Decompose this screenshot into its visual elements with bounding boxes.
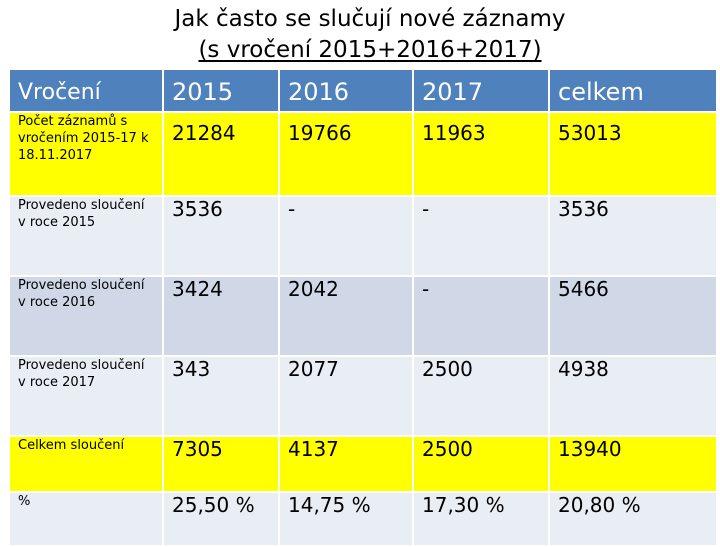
table-cell: 13940 bbox=[548, 435, 718, 493]
table-cell: 7305 bbox=[162, 435, 280, 493]
row-label: % bbox=[8, 491, 164, 547]
row-label: Počet záznamů s vročením 2015-17 k 18.11… bbox=[8, 111, 164, 197]
table-cell: 20,80 % bbox=[548, 491, 718, 547]
header-cell: celkem bbox=[548, 68, 718, 113]
table-row: Počet záznamů s vročením 2015-17 k 18.11… bbox=[8, 111, 718, 197]
table-cell: 4137 bbox=[278, 435, 414, 493]
header-cell: Vročení bbox=[8, 68, 164, 113]
merge-statistics-table: Vročení 2015 2016 2017 celkem Počet zázn… bbox=[8, 68, 718, 547]
table-cell: 3424 bbox=[162, 275, 280, 357]
table-cell: - bbox=[412, 275, 550, 357]
table-cell: 53013 bbox=[548, 111, 718, 197]
table-row: Provedeno sloučení v roce 2016 3424 2042… bbox=[8, 275, 718, 357]
table-cell: 3536 bbox=[162, 195, 280, 277]
table-row: % 25,50 % 14,75 % 17,30 % 20,80 % bbox=[8, 491, 718, 547]
header-row: Vročení 2015 2016 2017 celkem bbox=[8, 68, 718, 113]
table-cell: 2042 bbox=[278, 275, 414, 357]
row-label: Celkem sloučení bbox=[8, 435, 164, 493]
table-cell: 2500 bbox=[412, 355, 550, 437]
table-cell: 4938 bbox=[548, 355, 718, 437]
table-row: Provedeno sloučení v roce 2015 3536 - - … bbox=[8, 195, 718, 277]
table-row: Provedeno sloučení v roce 2017 343 2077 … bbox=[8, 355, 718, 437]
table-cell: 25,50 % bbox=[162, 491, 280, 547]
slide-title: Jak často se slučují nové záznamy (s vro… bbox=[160, 4, 580, 66]
header-cell: 2017 bbox=[412, 68, 550, 113]
title-line-1: Jak často se slučují nové záznamy bbox=[174, 6, 566, 32]
header-cell: 2016 bbox=[278, 68, 414, 113]
table-cell: - bbox=[278, 195, 414, 277]
row-label: Provedeno sloučení v roce 2016 bbox=[8, 275, 164, 357]
table-cell: 3536 bbox=[548, 195, 718, 277]
table-cell: 19766 bbox=[278, 111, 414, 197]
header-cell: 2015 bbox=[162, 68, 280, 113]
table-cell: - bbox=[412, 195, 550, 277]
row-label: Provedeno sloučení v roce 2017 bbox=[8, 355, 164, 437]
table-cell: 14,75 % bbox=[278, 491, 414, 547]
table-cell: 11963 bbox=[412, 111, 550, 197]
table-row: Celkem sloučení 7305 4137 2500 13940 bbox=[8, 435, 718, 493]
title-line-2: (s vročení 2015+2016+2017) bbox=[198, 37, 542, 63]
table-cell: 2500 bbox=[412, 435, 550, 493]
table-cell: 21284 bbox=[162, 111, 280, 197]
table-cell: 17,30 % bbox=[412, 491, 550, 547]
table-cell: 343 bbox=[162, 355, 280, 437]
table-cell: 5466 bbox=[548, 275, 718, 357]
row-label: Provedeno sloučení v roce 2015 bbox=[8, 195, 164, 277]
table-cell: 2077 bbox=[278, 355, 414, 437]
